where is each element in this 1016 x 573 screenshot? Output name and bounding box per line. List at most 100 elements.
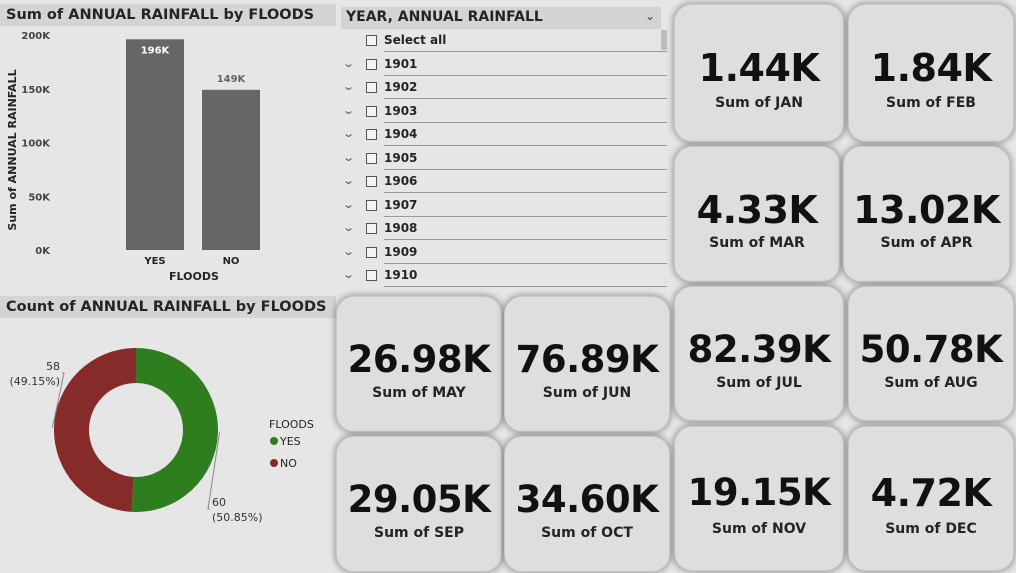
bar — [126, 39, 184, 250]
slicer-item[interactable]: ⌄ 1902 — [338, 77, 667, 99]
kpi-card: 19.15K Sum of NOV — [674, 426, 844, 571]
kpi-card: 1.44K Sum of JAN — [674, 4, 844, 142]
checkbox[interactable] — [366, 199, 377, 211]
checkbox[interactable] — [366, 35, 377, 46]
divider — [384, 168, 667, 170]
divider — [384, 51, 667, 52]
kpi-value: 29.05K — [347, 478, 491, 521]
legend-marker — [270, 437, 278, 445]
slicer-item[interactable]: ⌄ 1906 — [338, 171, 667, 193]
slicer-item-label: 1902 — [384, 80, 418, 94]
slicer-item-label: 1904 — [384, 127, 418, 141]
legend-label: NO — [280, 457, 297, 470]
slicer-select-all[interactable]: Select all — [338, 30, 667, 52]
slicer-item-label: 1910 — [384, 268, 418, 282]
divider — [384, 262, 667, 264]
data-label-percent: (49.15%) — [9, 375, 60, 388]
slicer-item[interactable]: ⌄ 1905 — [338, 148, 667, 170]
x-tick-label: NO — [223, 256, 240, 267]
divider — [384, 98, 667, 99]
slicer-item-label: 1901 — [384, 56, 418, 71]
checkbox[interactable] — [366, 246, 377, 258]
kpi-label: Sum of FEB — [886, 95, 976, 111]
slicer-item[interactable]: ⌄ 1903 — [338, 101, 667, 123]
slicer-item-label: Select all — [384, 33, 447, 47]
kpi-label: Sum of JAN — [715, 95, 803, 111]
kpi-value: 1.84K — [870, 46, 992, 90]
slicer-header[interactable]: YEAR, ANNUAL RAINFALL ⌄ — [341, 7, 661, 29]
slicer-item-label: 1905 — [384, 150, 418, 165]
data-label: 58 — [46, 360, 60, 373]
kpi-card: 50.78K Sum of AUG — [848, 286, 1014, 421]
kpi-label: Sum of OCT — [541, 525, 633, 541]
slicer-item[interactable]: ⌄ 1901 — [338, 54, 667, 76]
kpi-label: Sum of MAR — [709, 235, 805, 251]
checkbox[interactable] — [366, 176, 377, 187]
kpi-value: 50.78K — [859, 328, 1003, 371]
expand-chevron-icon[interactable]: ⌄ — [342, 197, 356, 211]
y-tick-label: 200K — [21, 31, 51, 42]
data-label-percent: (50.85%) — [212, 511, 263, 524]
donut-chart: 60 (50.85%) 58 (49.15%) FLOODS YES NO — [9, 348, 314, 524]
divider — [384, 215, 667, 217]
slicer-title: YEAR, ANNUAL RAINFALL — [346, 9, 543, 25]
slicer-item[interactable]: ⌄ 1904 — [338, 124, 667, 146]
expand-chevron-icon[interactable]: ⌄ — [342, 80, 356, 93]
slicer-item-label: 1908 — [384, 221, 418, 235]
kpi-card: 1.84K Sum of FEB — [848, 4, 1014, 142]
y-tick-label: 0K — [35, 246, 51, 257]
divider — [384, 239, 667, 240]
year-slicer: YEAR, ANNUAL RAINFALL ⌄ Select all ⌄ 1901 ⌄… — [338, 4, 670, 290]
divider — [384, 121, 667, 123]
checkbox[interactable] — [366, 105, 377, 117]
slicer-item[interactable]: ⌄ 1910 — [338, 265, 667, 287]
kpi-value: 4.72K — [870, 471, 992, 515]
kpi-value: 19.15K — [687, 471, 831, 514]
slicer-scrollbar[interactable] — [661, 30, 667, 50]
slicer-item[interactable]: ⌄ 1908 — [338, 218, 667, 240]
kpi-value: 82.39K — [687, 328, 831, 371]
y-tick-label: 50K — [28, 192, 51, 203]
kpi-value: 4.33K — [696, 188, 818, 232]
legend-title: FLOODS — [269, 418, 314, 431]
checkbox[interactable] — [366, 82, 377, 93]
chevron-down-icon[interactable]: ⌄ — [644, 9, 655, 23]
kpi-label: Sum of SEP — [373, 525, 464, 541]
kpi-label: Sum of APR — [880, 235, 973, 251]
bar-chart-panel: Sum of ANNUAL RAINFALL by FLOODS 0K 50K 10… — [0, 4, 336, 290]
data-label: 196K — [141, 45, 171, 56]
bar — [202, 89, 260, 250]
kpi-card: 82.39K Sum of JUL — [674, 286, 844, 421]
donut-chart-title: Count of ANNUAL RAINFALL by FLOODS — [0, 296, 336, 318]
checkbox[interactable] — [366, 152, 377, 164]
divider — [384, 192, 667, 193]
donut-slice — [54, 348, 136, 512]
checkbox[interactable] — [366, 270, 377, 281]
kpi-value: 26.98K — [347, 338, 491, 381]
slicer-item-label: 1906 — [384, 174, 418, 188]
bar-chart: 0K 50K 100K 150K 200K Sum of ANNUAL RAINFALL 1… — [6, 31, 260, 283]
checkbox[interactable] — [366, 223, 377, 234]
kpi-card: 76.89K Sum of JUN — [504, 296, 670, 432]
slicer-item-label: 1907 — [384, 197, 418, 212]
expand-chevron-icon[interactable]: ⌄ — [342, 221, 356, 234]
checkbox[interactable] — [366, 58, 377, 70]
expand-chevron-icon[interactable]: ⌄ — [342, 268, 356, 281]
bar-chart-title: Sum of ANNUAL RAINFALL by FLOODS — [0, 4, 336, 26]
expand-chevron-icon[interactable]: ⌄ — [342, 150, 356, 164]
kpi-value: 13.02K — [853, 188, 1000, 232]
expand-chevron-icon[interactable]: ⌄ — [342, 56, 356, 70]
legend-marker — [270, 459, 278, 467]
expand-chevron-icon[interactable]: ⌄ — [342, 244, 356, 258]
expand-chevron-icon[interactable]: ⌄ — [342, 127, 356, 140]
expand-chevron-icon[interactable]: ⌄ — [342, 103, 356, 117]
checkbox[interactable] — [366, 129, 377, 140]
kpi-value: 1.44K — [698, 46, 820, 90]
legend-label: YES — [279, 435, 301, 448]
slicer-item[interactable]: ⌄ 1907 — [338, 195, 667, 217]
data-label: 60 — [212, 496, 226, 509]
kpi-value: 76.89K — [515, 338, 659, 381]
kpi-label: Sum of AUG — [884, 375, 978, 391]
slicer-item[interactable]: ⌄ 1909 — [338, 242, 667, 264]
expand-chevron-icon[interactable]: ⌄ — [342, 174, 356, 187]
